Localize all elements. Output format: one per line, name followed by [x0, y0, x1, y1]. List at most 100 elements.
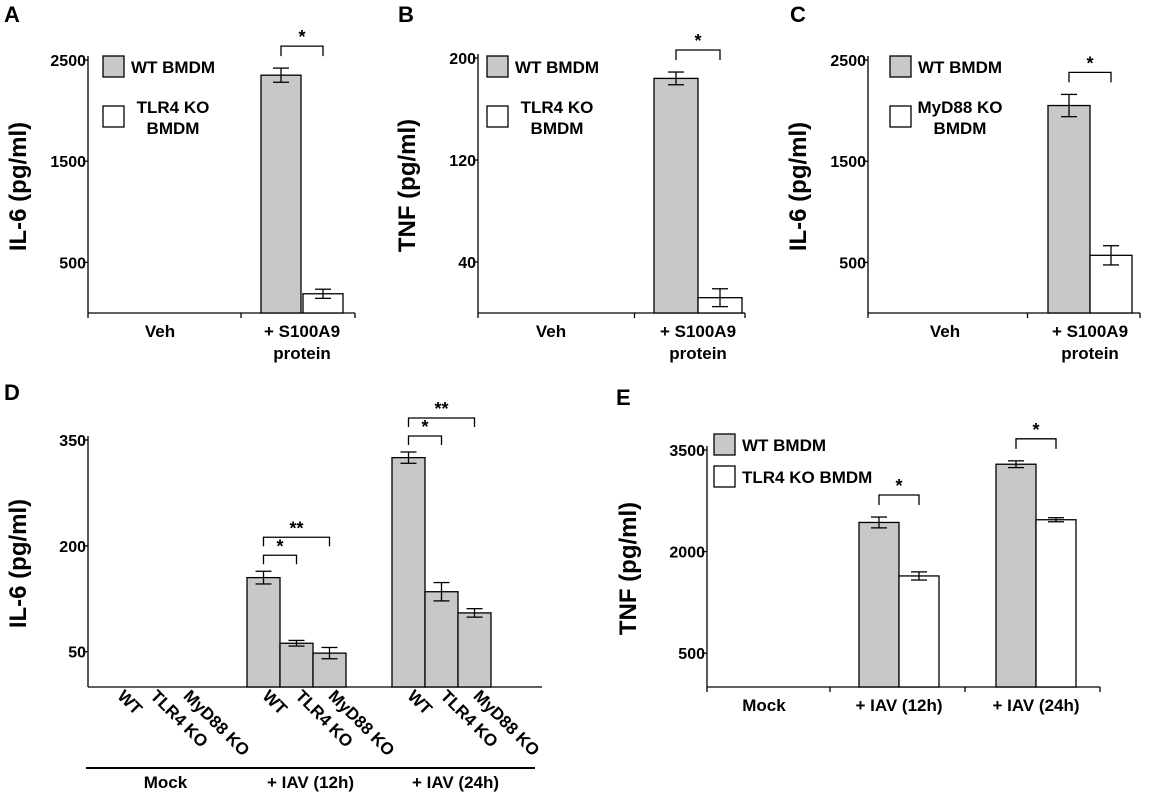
legend-label: WT BMDM	[742, 436, 826, 455]
legend-label: WT BMDM	[131, 58, 215, 77]
x-category-label: protein	[273, 344, 331, 363]
y-tick-label: 1500	[50, 154, 86, 171]
significance-label: *	[895, 476, 902, 496]
bar-wt	[260, 74, 302, 314]
y-tick-label: 500	[678, 646, 705, 663]
panel-b: B 40 120 200 TNF (pg/ml) Veh + S100A9 protein * W…	[394, 2, 746, 363]
legend-label: BMDM	[147, 119, 200, 138]
legend-swatch-wt	[102, 55, 125, 78]
y-axis-label: TNF (pg/ml)	[394, 119, 421, 252]
x-category-label: + S100A9	[1052, 322, 1128, 341]
bar-wt	[858, 521, 900, 688]
legend-label: WT BMDM	[918, 58, 1002, 77]
x-bar-label: WT	[404, 686, 437, 719]
panel-letter: B	[398, 2, 414, 27]
significance-bracket	[262, 536, 331, 547]
bar-tlr4-ko	[424, 591, 459, 688]
error-bar	[315, 288, 331, 299]
significance: *	[407, 417, 443, 445]
significance: **	[407, 399, 476, 427]
legend-swatch-ko	[889, 105, 912, 128]
y-tick-label: 2000	[669, 545, 705, 562]
y-tick-label: 2500	[830, 53, 866, 70]
bar-ko	[1035, 519, 1077, 688]
significance-label: *	[421, 417, 428, 437]
panel-c: C 500 1500 2500 IL-6 (pg/ml) Veh + S100A9 prote…	[785, 2, 1141, 363]
panel-letter: D	[4, 380, 20, 405]
bar-tlr4-ko	[279, 642, 314, 688]
legend-entry: TLR4 KO BMDM	[102, 98, 210, 138]
legend-swatch-ko	[486, 105, 509, 128]
panel-a: A 500 1500 2500 IL-6 (pg/ml) Veh + S100A9 prote…	[4, 2, 356, 363]
x-category-label: + IAV (12h)	[855, 696, 942, 715]
error-bar	[871, 516, 887, 529]
legend-swatch-wt	[486, 55, 509, 78]
x-group-label: + IAV (24h)	[412, 773, 499, 792]
error-bar	[273, 67, 289, 83]
significance-bracket	[262, 554, 298, 565]
significance: *	[280, 27, 324, 57]
y-tick-label: 200	[449, 51, 476, 68]
significance-bracket	[675, 49, 721, 61]
x-category-label: Mock	[742, 696, 786, 715]
bar-wt	[995, 463, 1037, 688]
x-category-label: protein	[1061, 344, 1119, 363]
x-group-label: Mock	[144, 773, 188, 792]
significance-bracket	[407, 435, 443, 445]
legend-label: TLR4 KO	[521, 98, 594, 117]
significance: *	[1015, 420, 1057, 449]
x-category-label: Veh	[145, 322, 175, 341]
panel-letter: C	[790, 2, 806, 27]
bar-myd88-ko	[457, 612, 492, 688]
y-tick-label: 40	[458, 255, 476, 272]
x-category-label: + S100A9	[660, 322, 736, 341]
error-bar	[911, 571, 927, 581]
error-bar	[712, 288, 728, 308]
x-category-label: + IAV (24h)	[992, 696, 1079, 715]
significance-label: *	[1086, 53, 1093, 73]
error-bar	[433, 581, 450, 602]
error-bar	[668, 71, 684, 86]
error-bar	[1048, 517, 1064, 523]
legend-swatch-ko	[713, 465, 736, 488]
panel-letter: E	[616, 385, 631, 410]
legend-swatch-ko	[102, 105, 125, 128]
panel-letter: A	[4, 2, 20, 27]
legend-label: BMDM	[531, 119, 584, 138]
y-tick-label: 500	[59, 255, 86, 272]
significance-bracket	[1015, 438, 1057, 449]
error-bar	[466, 608, 483, 618]
bar-ko	[898, 575, 940, 688]
y-tick-label: 200	[59, 539, 86, 556]
y-axis-label: IL-6 (pg/ml)	[5, 122, 32, 251]
legend-entry: TLR4 KO BMDM	[713, 465, 872, 488]
panel-e: E 500 2000 3500 TNF (pg/ml) Mock + IAV (12h) + …	[615, 385, 1101, 715]
legend-swatch-wt	[713, 433, 736, 456]
significance: *	[675, 31, 721, 61]
error-bar	[1008, 460, 1024, 469]
legend-entry: WT BMDM	[486, 55, 599, 78]
x-bar-label: WT	[259, 686, 292, 719]
significance: *	[1068, 53, 1112, 83]
legend-entry: MyD88 KO BMDM	[889, 98, 1003, 138]
significance-label: *	[1032, 420, 1039, 440]
significance-label: *	[694, 31, 701, 51]
bar-wt	[246, 576, 281, 688]
x-category-label: Veh	[536, 322, 566, 341]
significance-bracket	[1068, 71, 1112, 83]
significance: *	[262, 536, 298, 565]
bar-wt	[653, 77, 699, 314]
significance-label: **	[289, 518, 303, 538]
error-bar	[255, 570, 272, 585]
legend-entry: WT BMDM	[713, 433, 826, 456]
significance-bracket	[878, 494, 920, 506]
legend-label: TLR4 KO	[137, 98, 210, 117]
y-axis-label: TNF (pg/ml)	[615, 502, 642, 635]
y-axis-label: IL-6 (pg/ml)	[785, 122, 812, 251]
legend-label: WT BMDM	[515, 58, 599, 77]
legend-entry: WT BMDM	[889, 55, 1002, 78]
y-tick-label: 1500	[830, 154, 866, 171]
y-tick-label: 350	[59, 433, 86, 450]
